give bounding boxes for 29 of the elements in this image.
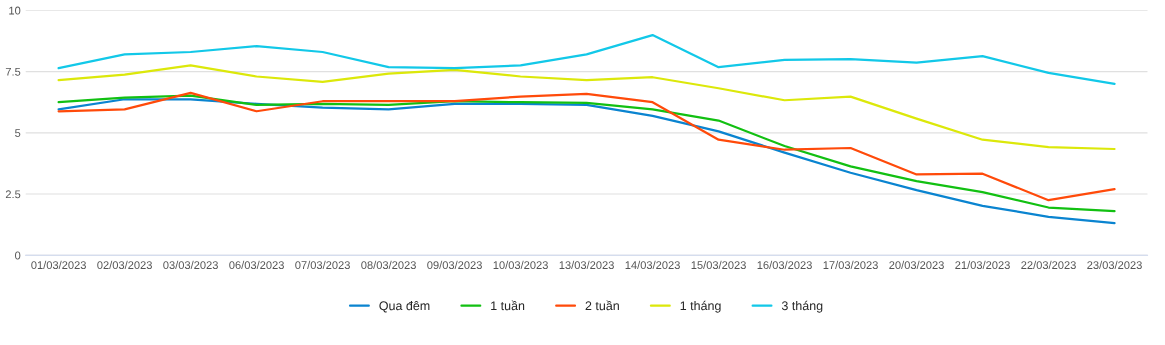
x-tick-label: 23/03/2023 (1087, 260, 1142, 270)
x-tick-label: 02/03/2023 (97, 260, 152, 270)
y-tick-label: 2.5 (5, 190, 21, 199)
x-tick-label: 16/03/2023 (757, 260, 812, 270)
legend-label: 2 tuần (585, 300, 619, 311)
x-tick-label: 20/03/2023 (889, 260, 944, 270)
x-tick-label: 09/03/2023 (427, 260, 482, 270)
x-tick-label: 15/03/2023 (691, 260, 746, 270)
x-tick-label: 14/03/2023 (625, 260, 680, 270)
y-tick-label: 10 (9, 6, 21, 15)
x-tick-label: 17/03/2023 (823, 260, 878, 270)
x-tick-label: 08/03/2023 (361, 260, 416, 270)
y-tick-label: 5 (15, 129, 21, 137)
line-series (57, 64, 1116, 151)
legend-label: Qua đêm (379, 300, 430, 313)
x-tick-label: 13/03/2023 (559, 260, 614, 270)
x-tick-label: 10/03/2023 (493, 260, 548, 270)
x-tick-label: 21/03/2023 (955, 260, 1010, 270)
y-tick-label: 7.5 (5, 67, 21, 76)
x-tick-label: 22/03/2023 (1021, 260, 1076, 270)
x-tick-label: 01/03/2023 (31, 260, 86, 270)
legend-label: 1 tháng (680, 300, 721, 313)
line-series (57, 33, 1116, 85)
legend-label: 3 tháng (781, 300, 823, 313)
legend-label: 1 tuần (491, 300, 525, 311)
y-tick-label: 0 (15, 251, 21, 260)
x-tick-label: 06/03/2023 (229, 260, 284, 270)
x-tick-label: 07/03/2023 (295, 260, 350, 270)
x-tick-label: 03/03/2023 (163, 260, 218, 270)
